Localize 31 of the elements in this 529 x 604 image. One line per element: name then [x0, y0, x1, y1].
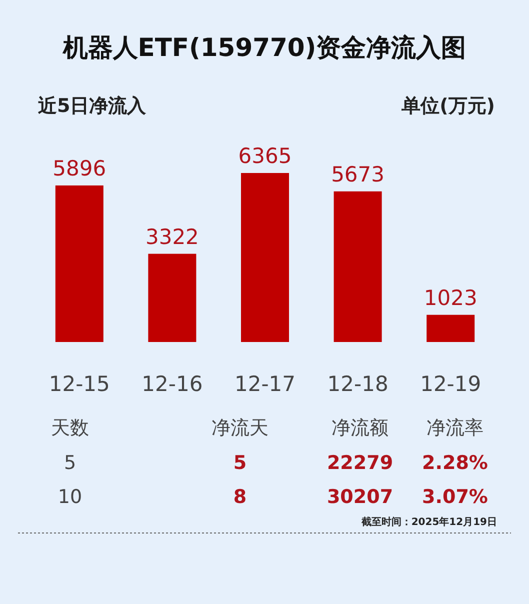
y-axis-title: 单位(万元) — [400, 95, 495, 117]
text: 净流天 — [212, 417, 268, 439]
x-tick-label: 12-15 — [48, 372, 110, 396]
data-label: 3322 — [145, 224, 199, 249]
chart-title: 机器人ETF(159770)资金净流入图 — [62, 33, 466, 62]
text: 净流额 — [332, 417, 388, 439]
text: 天数 — [51, 417, 89, 439]
text: 8 — [233, 486, 247, 508]
text: 截至时间：2025年12月19日 — [360, 516, 497, 528]
chart-subtitle: 近5日净流入 — [37, 95, 148, 117]
x-tick-label: 12-16 — [142, 372, 203, 396]
text: 5 — [64, 452, 76, 474]
text: 净流率 — [426, 417, 484, 439]
bar — [334, 191, 382, 342]
bar — [148, 254, 196, 342]
data-label: 1023 — [424, 286, 478, 310]
bar — [55, 185, 104, 342]
x-tick-label: 12-19 — [420, 372, 482, 396]
text: 5 — [233, 452, 247, 474]
text: 22279 — [326, 452, 394, 474]
text: 10 — [58, 486, 82, 508]
text: 2.28% — [422, 452, 488, 474]
x-tick-label: 12-18 — [327, 372, 388, 396]
data-label: 5896 — [52, 156, 106, 180]
x-tick-label: 12-17 — [234, 372, 296, 396]
text: 3.07% — [422, 486, 488, 508]
text: 30207 — [326, 486, 394, 508]
bar — [241, 173, 289, 342]
bar — [426, 314, 475, 342]
data-label: 5673 — [331, 162, 385, 186]
data-label: 6365 — [238, 144, 292, 168]
